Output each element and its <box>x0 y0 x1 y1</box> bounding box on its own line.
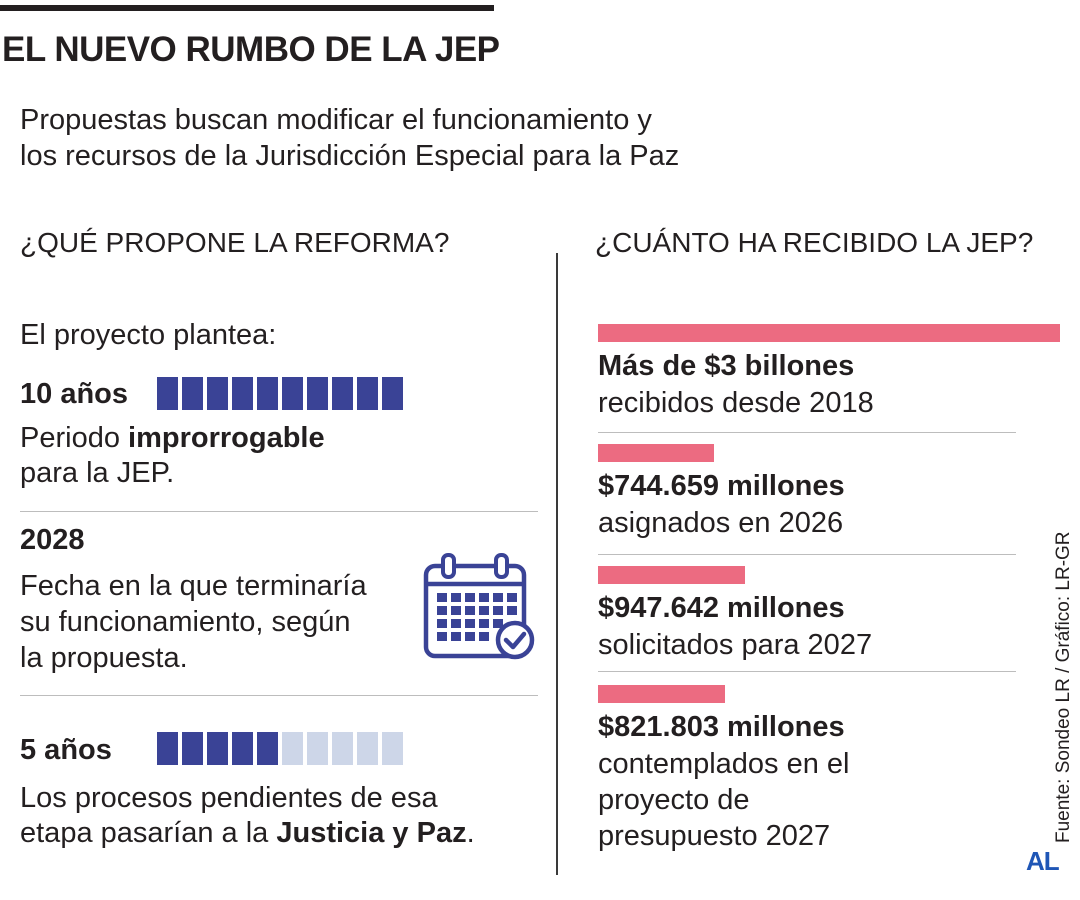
square-filled <box>357 377 378 410</box>
chart-bar <box>598 324 1060 342</box>
bar-description: asignados en 2026 <box>598 507 844 539</box>
brand-logo: AL <box>1026 846 1060 876</box>
square-filled <box>182 377 203 410</box>
bar-description: solicitados para 2027 <box>598 629 873 661</box>
bar-value-label: $821.803 millones <box>598 711 845 743</box>
square-filled <box>257 377 278 410</box>
source-credit: Fuente: Sondeo LR / Gráfico: LR-GR <box>1053 531 1074 843</box>
item3-line1: Los procesos pendientes de esa <box>20 782 438 814</box>
bar-value-label: $947.642 millones <box>598 592 845 624</box>
bar-value-label: Más de $3 billones <box>598 350 855 382</box>
square-empty <box>382 732 403 765</box>
square-filled <box>282 377 303 410</box>
intro-text: El proyecto plantea: <box>20 319 277 351</box>
page-title: EL NUEVO RUMBO DE LA JEP <box>2 30 500 69</box>
item3-value: 5 años <box>20 734 112 766</box>
item2-line1: Fecha en la que terminaría <box>20 570 367 602</box>
chart-bar <box>598 566 745 584</box>
right-divider-3 <box>598 671 1016 672</box>
square-filled <box>232 377 253 410</box>
square-empty <box>357 732 378 765</box>
item2-line2: su funcionamiento, según <box>20 606 351 638</box>
right-section-heading: ¿CUÁNTO HA RECIBIDO LA JEP? <box>595 227 1034 258</box>
subtitle-line-1: Propuestas buscan modificar el funcionam… <box>20 104 652 136</box>
top-rule <box>0 5 494 11</box>
square-filled <box>232 732 253 765</box>
item3-line2-post: . <box>466 817 475 849</box>
left-section-heading: ¿QUÉ PROPONE LA REFORMA? <box>20 227 450 258</box>
bar-value-label: $744.659 millones <box>598 470 845 502</box>
item2-line3: la propuesta. <box>20 642 188 674</box>
square-filled <box>182 732 203 765</box>
bar-description: contemplados en el <box>598 748 850 780</box>
item3-line2: etapa pasarían a la Justicia y Paz. <box>20 816 475 851</box>
item1-desc-line1: Periodo improrrogable <box>20 421 325 456</box>
square-filled <box>307 377 328 410</box>
item2-value: 2028 <box>20 524 85 556</box>
item3-line2-pre: etapa pasarían a la <box>20 817 277 849</box>
item3-squares <box>157 732 403 765</box>
square-filled <box>157 732 178 765</box>
item1-squares <box>157 377 403 410</box>
square-filled <box>257 732 278 765</box>
column-divider <box>556 253 558 875</box>
square-empty <box>282 732 303 765</box>
subtitle-line-2: los recursos de la Jurisdicción Especial… <box>20 140 680 172</box>
square-filled <box>382 377 403 410</box>
subtitle: Propuestas buscan modificar el funcionam… <box>20 102 679 174</box>
right-divider-1 <box>598 432 1016 433</box>
bar-description: presupuesto 2027 <box>598 820 831 852</box>
item1-desc-line2: para la JEP. <box>20 457 175 489</box>
item1-desc-pre: Periodo <box>20 422 129 454</box>
square-empty <box>332 732 353 765</box>
bar-description: proyecto de <box>598 784 750 816</box>
item3-line2-bold: Justicia y Paz <box>276 817 467 849</box>
square-filled <box>207 732 228 765</box>
item1-value: 10 años <box>20 378 128 410</box>
item1-desc-bold: improrrogable <box>128 422 325 454</box>
left-divider-2 <box>20 695 538 696</box>
square-filled <box>207 377 228 410</box>
calendar-check-icon <box>423 553 535 660</box>
square-empty <box>307 732 328 765</box>
right-divider-2 <box>598 554 1016 555</box>
chart-bar <box>598 685 725 703</box>
chart-bar <box>598 444 714 462</box>
bar-description: recibidos desde 2018 <box>598 387 874 419</box>
square-filled <box>157 377 178 410</box>
left-divider-1 <box>20 511 538 512</box>
square-filled <box>332 377 353 410</box>
